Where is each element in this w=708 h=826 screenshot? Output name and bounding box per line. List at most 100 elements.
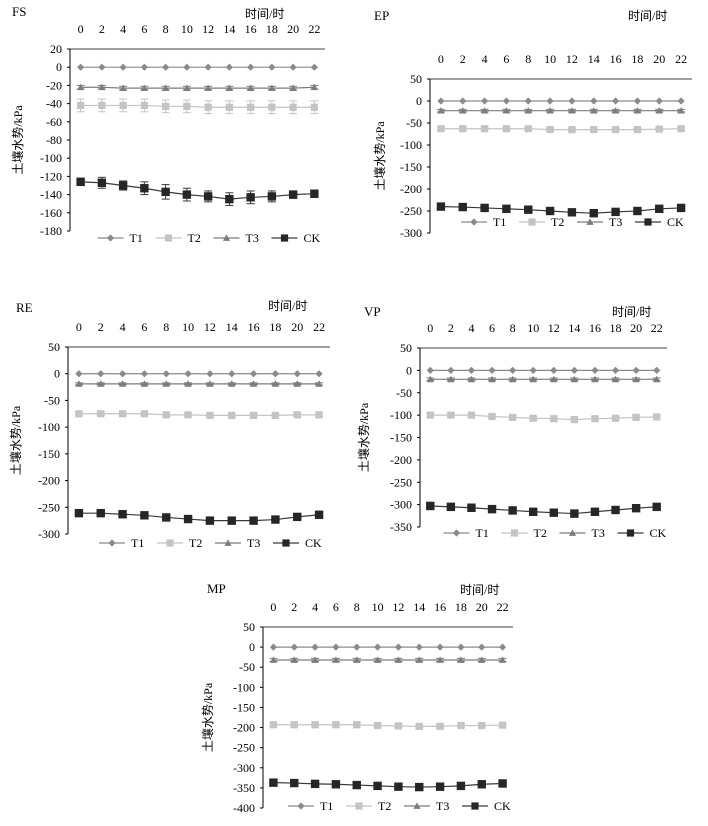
data-point: [118, 181, 128, 190]
data-point: [75, 380, 83, 387]
data-point: [77, 63, 85, 71]
data-point: [426, 375, 434, 383]
legend-marker: [280, 234, 289, 242]
legend: T1 T2 T3 CK: [99, 536, 322, 550]
data-point: [97, 370, 105, 378]
y-axis-label: 土壤水势/kPa: [372, 121, 387, 191]
y-tick-label: -180: [40, 224, 62, 238]
series-ck: [76, 176, 319, 207]
data-point: [437, 97, 445, 105]
data-point: [271, 515, 280, 524]
data-point: [447, 366, 455, 374]
data-point: [98, 63, 106, 71]
data-point: [311, 721, 319, 729]
data-point: [568, 107, 576, 114]
data-point: [529, 414, 537, 422]
data-point: [162, 102, 170, 110]
y-tick-label: 0: [56, 60, 62, 74]
data-point: [509, 375, 517, 383]
series-t3: [74, 380, 324, 387]
data-point: [611, 414, 620, 422]
data-point: [247, 103, 255, 111]
data-point: [290, 778, 299, 788]
y-tick-label: -350: [233, 781, 255, 795]
data-point: [289, 103, 297, 111]
data-point: [267, 192, 277, 201]
legend-marker: [166, 539, 174, 547]
data-point: [509, 413, 517, 421]
x-tick-label: 6: [503, 52, 509, 66]
series-t1: [77, 63, 318, 71]
data-point: [590, 126, 598, 134]
data-point: [119, 101, 127, 110]
data-point: [498, 721, 507, 729]
data-point: [290, 643, 298, 651]
data-point: [676, 203, 686, 213]
data-point: [97, 178, 107, 187]
data-point: [140, 101, 148, 110]
data-point: [467, 366, 476, 374]
data-point: [373, 721, 382, 730]
data-point: [289, 84, 297, 92]
y-tick-label: -100: [390, 408, 412, 422]
y-axis-label: 土壤水势/kPa: [200, 682, 215, 752]
x-tick-label: 4: [120, 22, 126, 36]
series-line: [440, 128, 682, 131]
series-line: [80, 86, 315, 89]
x-axis-title: 时间/时: [460, 583, 499, 597]
data-point: [74, 508, 84, 518]
data-point: [591, 415, 599, 423]
x-tick-label: 20: [291, 320, 303, 334]
y-axis-label: 土壤水势/kPa: [356, 402, 371, 472]
data-point: [247, 63, 255, 71]
data-point: [310, 189, 319, 198]
series-t2: [76, 98, 319, 115]
data-point: [373, 643, 382, 651]
data-point: [140, 63, 148, 71]
x-tick-label: 12: [548, 321, 560, 335]
data-point: [162, 513, 171, 522]
legend-marker: [568, 529, 577, 536]
data-point: [118, 370, 127, 378]
legend-label: T2: [534, 526, 547, 540]
y-tick-label: -150: [390, 431, 412, 445]
data-point: [184, 411, 192, 419]
data-point: [206, 370, 214, 378]
legend-marker: [222, 234, 231, 241]
series-t3: [76, 83, 319, 92]
x-tick-label: 2: [448, 321, 454, 335]
x-tick-label: 6: [141, 320, 147, 334]
data-point: [570, 509, 579, 518]
data-point: [75, 410, 83, 418]
data-point: [315, 411, 323, 419]
data-point: [290, 656, 298, 663]
data-point: [271, 411, 280, 419]
legend-marker: [106, 234, 115, 242]
data-point: [182, 190, 192, 199]
data-point: [269, 778, 278, 787]
data-point: [524, 97, 532, 105]
series-t2: [426, 411, 661, 424]
data-point: [204, 103, 212, 111]
data-point: [184, 380, 192, 387]
data-point: [205, 516, 215, 525]
y-tick-label: 50: [243, 620, 255, 634]
x-tick-label: 2: [291, 600, 297, 614]
data-point: [394, 656, 403, 663]
data-point: [550, 375, 558, 383]
x-tick-label: 4: [312, 600, 318, 614]
data-point: [293, 512, 302, 522]
data-point: [268, 103, 276, 111]
x-tick-label: 22: [308, 22, 320, 36]
data-point: [249, 411, 258, 419]
y-tick-label: -100: [400, 138, 422, 152]
data-point: [611, 107, 620, 114]
data-point: [611, 97, 620, 105]
data-point: [459, 97, 467, 105]
legend-label: T3: [592, 526, 605, 540]
x-tick-label: 14: [226, 320, 238, 334]
x-axis-title: 时间/时: [628, 9, 667, 23]
legend-marker: [355, 802, 363, 810]
data-point: [268, 84, 276, 92]
legend-label: T3: [247, 536, 260, 550]
